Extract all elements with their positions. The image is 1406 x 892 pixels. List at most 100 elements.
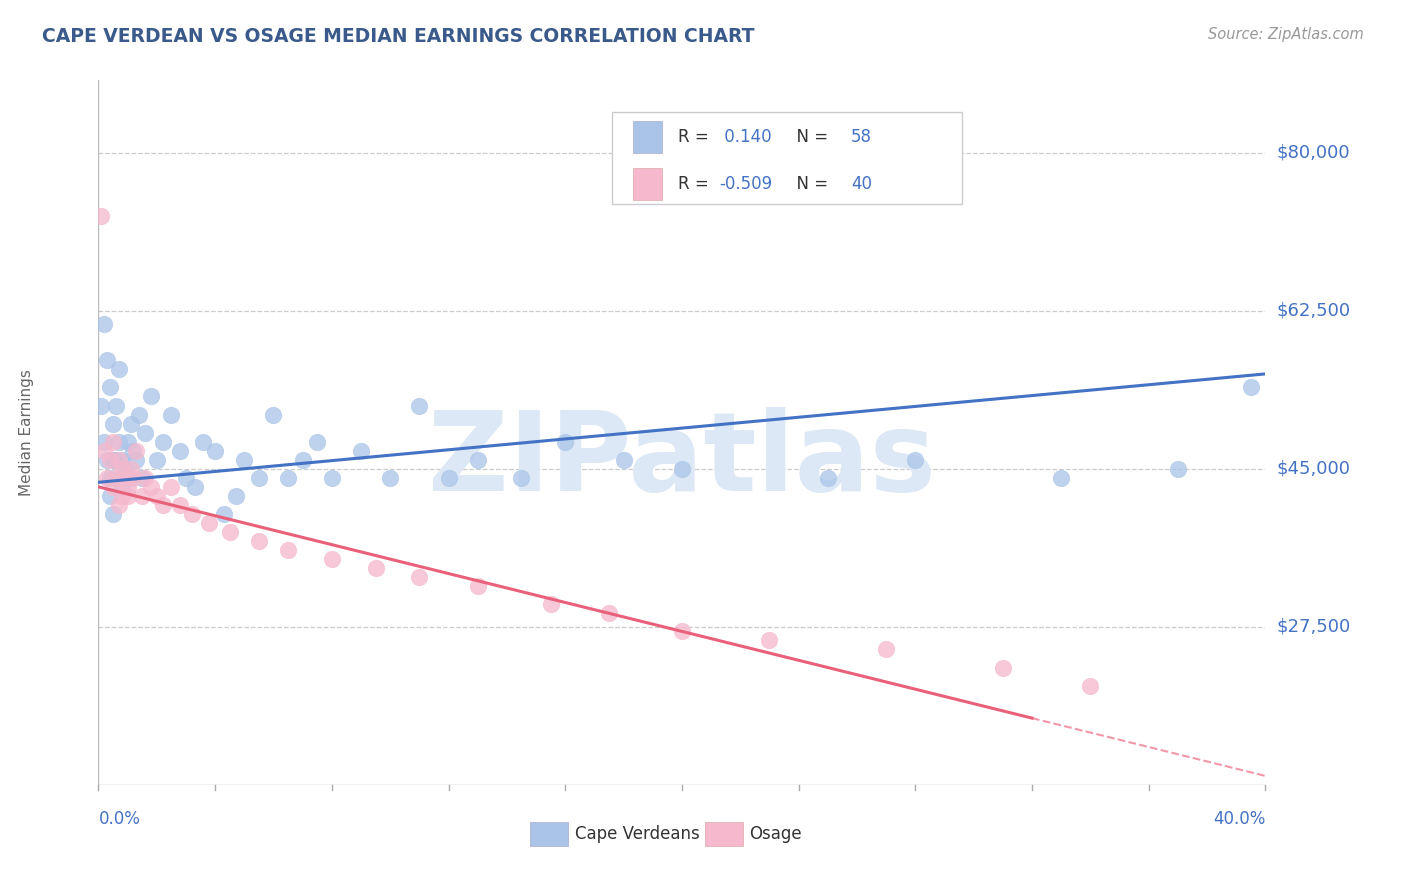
Text: Cape Verdeans: Cape Verdeans xyxy=(575,825,699,843)
Text: $45,000: $45,000 xyxy=(1277,459,1351,478)
Point xyxy=(212,507,235,521)
Point xyxy=(93,434,115,449)
Text: ZIPatlas: ZIPatlas xyxy=(427,408,936,515)
Point xyxy=(146,489,169,503)
Point xyxy=(90,399,112,413)
Point xyxy=(193,434,215,449)
Point xyxy=(364,561,387,575)
Point xyxy=(169,498,191,512)
Point xyxy=(817,471,839,485)
Point xyxy=(554,434,576,449)
Text: 0.140: 0.140 xyxy=(720,128,772,145)
Point xyxy=(122,443,145,458)
Point xyxy=(111,480,134,494)
Point xyxy=(108,362,131,376)
Point xyxy=(1240,380,1263,394)
Text: Median Earnings: Median Earnings xyxy=(18,369,34,496)
Point xyxy=(904,452,927,467)
Point xyxy=(408,570,430,584)
Point xyxy=(152,434,174,449)
Point xyxy=(225,489,247,503)
Point xyxy=(114,462,136,476)
Point xyxy=(90,209,112,223)
Point xyxy=(111,452,134,467)
Point xyxy=(307,434,329,449)
Point xyxy=(321,471,343,485)
Point xyxy=(467,452,489,467)
Point xyxy=(117,434,139,449)
Point xyxy=(321,552,343,566)
Point xyxy=(437,471,460,485)
FancyBboxPatch shape xyxy=(633,120,662,153)
Point xyxy=(128,408,150,422)
Point xyxy=(467,579,489,593)
Point xyxy=(111,489,134,503)
Point xyxy=(247,471,270,485)
Text: $62,500: $62,500 xyxy=(1277,301,1351,319)
Point xyxy=(108,498,131,512)
FancyBboxPatch shape xyxy=(530,822,568,847)
Text: N =: N = xyxy=(786,175,834,193)
Point xyxy=(180,507,202,521)
Point xyxy=(139,480,162,494)
Point xyxy=(131,489,153,503)
Point xyxy=(612,452,634,467)
Point xyxy=(122,471,145,485)
Text: R =: R = xyxy=(679,175,714,193)
Text: -0.509: -0.509 xyxy=(720,175,772,193)
Point xyxy=(108,452,131,467)
Point xyxy=(218,524,240,539)
Point xyxy=(198,516,221,530)
Text: 0.0%: 0.0% xyxy=(98,810,141,828)
Point xyxy=(1080,679,1102,693)
Point xyxy=(380,471,402,485)
Point xyxy=(183,480,205,494)
Text: Source: ZipAtlas.com: Source: ZipAtlas.com xyxy=(1208,27,1364,42)
Point xyxy=(598,607,620,621)
Text: 58: 58 xyxy=(851,128,872,145)
Point xyxy=(96,452,118,467)
Point xyxy=(277,471,299,485)
Point xyxy=(134,471,156,485)
Point xyxy=(262,408,284,422)
Point xyxy=(671,462,693,476)
Point xyxy=(1050,471,1073,485)
Point xyxy=(125,452,148,467)
Point xyxy=(101,434,124,449)
Point xyxy=(671,624,693,639)
Point xyxy=(117,489,139,503)
Point xyxy=(98,452,121,467)
Point xyxy=(875,642,897,657)
Point xyxy=(233,452,256,467)
Point xyxy=(758,633,780,648)
Point xyxy=(101,507,124,521)
Point xyxy=(247,534,270,549)
Point xyxy=(111,462,134,476)
FancyBboxPatch shape xyxy=(633,168,662,200)
Point xyxy=(408,399,430,413)
Text: $27,500: $27,500 xyxy=(1277,618,1351,636)
Text: $80,000: $80,000 xyxy=(1277,144,1350,161)
Text: 40.0%: 40.0% xyxy=(1213,810,1265,828)
Point xyxy=(93,317,115,331)
Point xyxy=(160,408,183,422)
Point xyxy=(139,389,162,403)
Point xyxy=(98,471,121,485)
Point xyxy=(117,480,139,494)
Point xyxy=(101,452,124,467)
Point xyxy=(174,471,197,485)
Point xyxy=(291,452,314,467)
Point xyxy=(120,462,142,476)
Text: N =: N = xyxy=(786,128,834,145)
Point xyxy=(96,353,118,368)
Point xyxy=(104,471,127,485)
Point xyxy=(104,452,127,467)
Point xyxy=(104,399,127,413)
Text: 40: 40 xyxy=(851,175,872,193)
Point xyxy=(277,543,299,558)
Point xyxy=(131,471,153,485)
Point xyxy=(101,417,124,431)
Point xyxy=(98,489,121,503)
FancyBboxPatch shape xyxy=(706,822,742,847)
Point xyxy=(125,443,148,458)
